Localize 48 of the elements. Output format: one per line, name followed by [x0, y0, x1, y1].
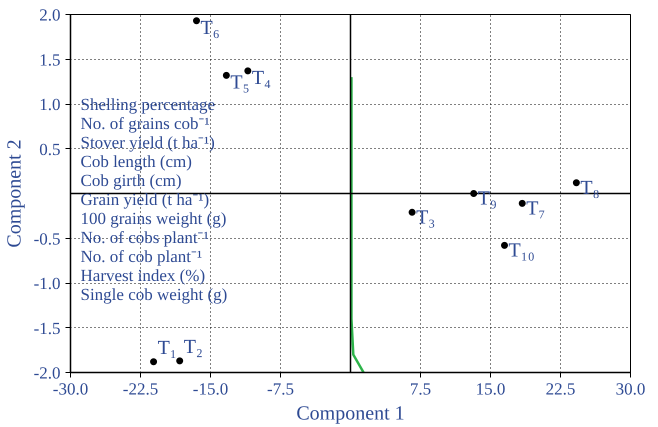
annotation: Cob girth (cm): [80, 171, 182, 190]
point: [222, 72, 230, 79]
y-tick-label: -2.0: [34, 364, 61, 382]
data-label: T₉: [478, 188, 497, 210]
point: [518, 200, 526, 207]
annotation: Single cob weight (g): [80, 285, 228, 304]
annotation: Stover yield (t ha⁻¹): [80, 133, 215, 152]
data-label: T₃: [416, 206, 436, 228]
y-tick-label: -1.0: [34, 274, 61, 293]
point: [501, 242, 508, 249]
x-tick-label: 15.0: [476, 380, 506, 398]
x-tick-label: 30.0: [616, 380, 646, 398]
data-label: T₆: [200, 16, 220, 39]
annotation: No. of grains cob⁻¹: [80, 114, 210, 133]
data-label: T₅: [230, 71, 250, 94]
annotation: Harvest index (%): [80, 266, 206, 285]
point: [572, 179, 580, 186]
x-tick-label: 22.5: [546, 380, 576, 398]
annotation: Grain yield (t ha⁻¹): [80, 190, 210, 209]
data-label: T₁₀: [508, 239, 535, 262]
annotation: 100 grains weight (g): [80, 209, 226, 228]
annotation: Cob length (cm): [80, 152, 192, 171]
y-axis-title: Component 2: [4, 139, 26, 248]
y-tick-label: 2.0: [39, 6, 60, 24]
annotation: No. of cobs plant⁻¹: [80, 228, 209, 247]
annotation: No. of cob plant⁻¹: [80, 247, 202, 266]
y-tick-label: -1.5: [34, 318, 61, 338]
data-label: T₄: [252, 66, 272, 89]
y-tick-label: -0.5: [34, 229, 61, 248]
x-tick-label: -15.0: [192, 380, 228, 398]
point: [176, 357, 184, 364]
point: [150, 358, 158, 366]
data-label: T₇: [526, 197, 546, 220]
x-axis-title: Component 1: [296, 402, 405, 424]
point: [244, 67, 252, 74]
x-tick-label: -7.5: [267, 380, 294, 398]
point: [408, 208, 416, 216]
x-tick-label: -30.0: [52, 380, 88, 398]
y-tick-label: 0.5: [39, 140, 60, 159]
y-tick-label: 1.0: [39, 95, 60, 114]
y-tick-label: 1.5: [39, 50, 60, 70]
annotation: Shelling percentage: [80, 95, 216, 114]
x-tick-label: -22.5: [122, 380, 158, 398]
point: [193, 17, 200, 24]
data-label: T₂: [184, 336, 203, 358]
line-series: [350, 76, 365, 372]
data-label: T₁: [158, 336, 177, 359]
x-tick-label: 7.5: [410, 380, 432, 398]
